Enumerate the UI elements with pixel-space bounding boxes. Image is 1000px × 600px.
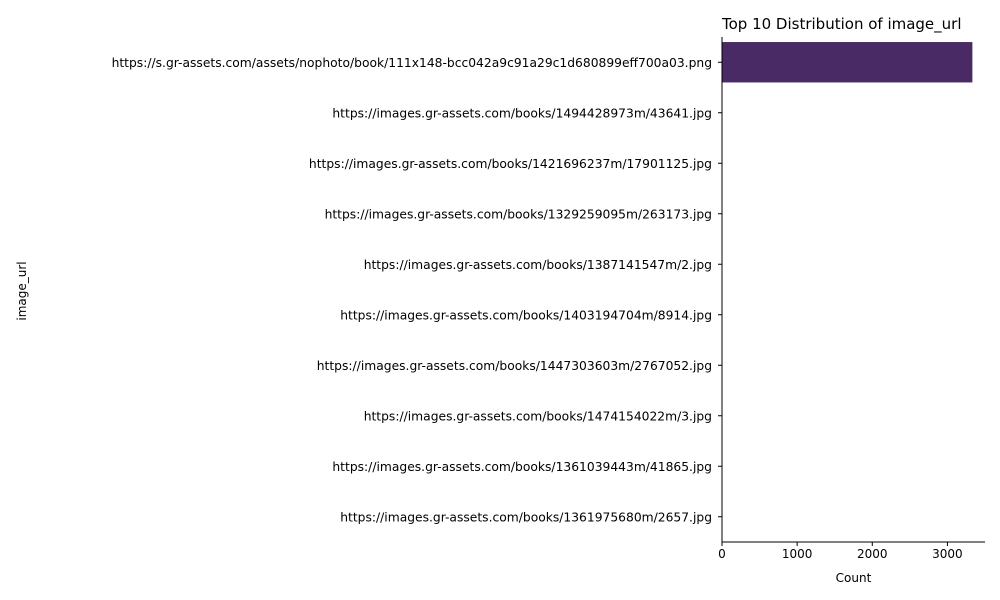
y-tick-label: https://images.gr-assets.com/books/14031… [340,308,712,322]
x-axis-ticks: 0 1000 2000 3000 [718,542,963,561]
y-tick-label: https://images.gr-assets.com/books/14741… [364,409,712,423]
x-tick-label: 3000 [932,547,963,561]
y-tick-label: https://s.gr-assets.com/assets/nophoto/b… [112,56,712,70]
chart-title: Top 10 Distribution of image_url [721,15,962,34]
x-tick-label: 1000 [782,547,813,561]
y-tick-label: https://images.gr-assets.com/books/14216… [309,157,712,171]
y-tick-label: https://images.gr-assets.com/books/14473… [317,359,712,373]
bar [722,42,973,83]
y-axis-label: image_url [15,261,29,320]
y-tick-label: https://images.gr-assets.com/books/14944… [332,106,712,120]
x-axis-label: Count [836,571,872,585]
bars-group [722,42,973,537]
x-tick-label: 0 [718,547,726,561]
y-tick-label: https://images.gr-assets.com/books/13292… [325,207,712,221]
y-tick-label: https://images.gr-assets.com/books/13871… [364,258,712,272]
y-tick-label: https://images.gr-assets.com/books/13610… [332,460,712,474]
x-tick-label: 2000 [857,547,888,561]
y-axis-ticks: https://s.gr-assets.com/assets/nophoto/b… [112,56,722,524]
y-tick-label: https://images.gr-assets.com/books/13619… [340,510,712,524]
